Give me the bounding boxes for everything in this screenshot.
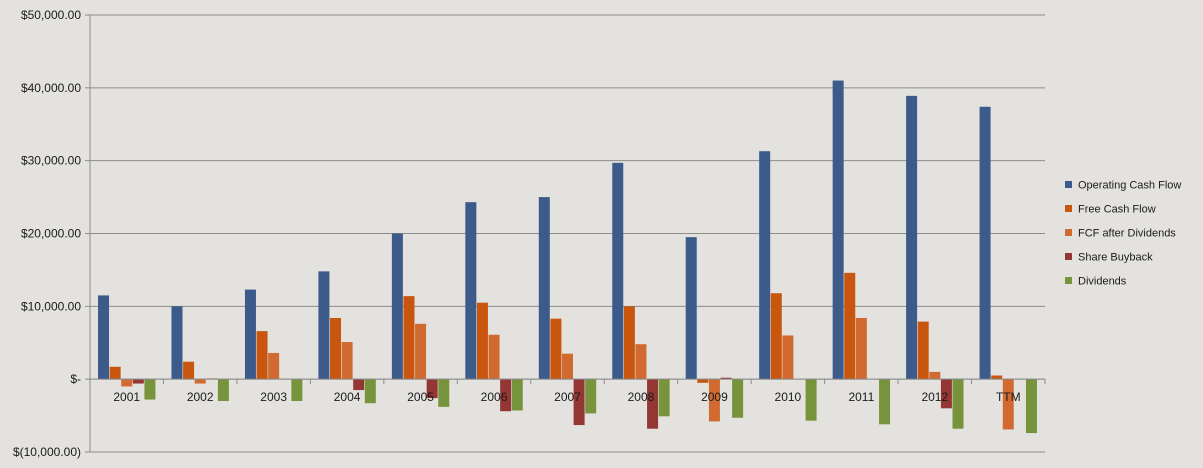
x-tick-label: 2006 bbox=[481, 390, 508, 404]
bar-operating-cash-flow-2007 bbox=[538, 197, 550, 380]
bar-dividends-2001 bbox=[144, 379, 156, 400]
x-tick-label: 2005 bbox=[407, 390, 434, 404]
bar-free-cash-flow-2012 bbox=[917, 321, 929, 380]
bar-fcf-after-dividends-2007 bbox=[562, 353, 573, 380]
bar-share-buyback-2007 bbox=[573, 379, 585, 426]
bar-operating-cash-flow-2009 bbox=[685, 237, 697, 380]
bar-free-cash-flow-2009 bbox=[697, 379, 709, 383]
x-tick-label: TTM bbox=[996, 390, 1021, 404]
bar-dividends-2009 bbox=[732, 379, 744, 418]
bar-operating-cash-flow-ttm bbox=[979, 106, 991, 380]
axes bbox=[85, 14, 1046, 453]
bar-free-cash-flow-2011 bbox=[844, 272, 856, 380]
bar-operating-cash-flow-2002 bbox=[171, 306, 183, 380]
y-tick-label: $40,000.00 bbox=[21, 81, 81, 95]
legend-swatch bbox=[1065, 181, 1072, 188]
bar-dividends-2005 bbox=[438, 379, 450, 407]
bar-free-cash-flow-2005 bbox=[403, 296, 415, 380]
legend-label: Free Cash Flow bbox=[1078, 204, 1156, 216]
bar-fcf-after-dividends-2001 bbox=[121, 379, 133, 387]
bar-fcf-after-dividends-2006 bbox=[488, 334, 500, 380]
bar-dividends-2007 bbox=[585, 379, 597, 414]
bar-operating-cash-flow-2004 bbox=[318, 271, 330, 380]
bar-share-buyback-2009 bbox=[720, 377, 732, 380]
bar-fcf-after-dividends-2005 bbox=[415, 323, 427, 380]
legend-label: Dividends bbox=[1078, 276, 1127, 288]
x-tick-label: 2003 bbox=[260, 390, 287, 404]
bar-operating-cash-flow-2010 bbox=[759, 151, 771, 380]
bar-dividends-2004 bbox=[364, 379, 376, 404]
gridlines bbox=[90, 14, 1045, 453]
legend-swatch bbox=[1065, 229, 1072, 236]
bar-free-cash-flow-2010 bbox=[770, 293, 782, 380]
bar-free-cash-flow-2001 bbox=[109, 366, 121, 380]
bar-free-cash-flow-2008 bbox=[623, 306, 635, 380]
x-tick-label: 2012 bbox=[921, 390, 948, 404]
legend-label: Operating Cash Flow bbox=[1078, 180, 1181, 192]
x-tick-label: 2004 bbox=[334, 390, 361, 404]
x-tick-label: 2010 bbox=[775, 390, 802, 404]
bar-free-cash-flow-ttm bbox=[991, 375, 1003, 380]
x-axis-tick-labels: 2001 2002 2003 2004 2005 2006 2007 2008 2009 2010… bbox=[113, 390, 1020, 404]
bar-fcf-after-dividends-2004 bbox=[341, 342, 353, 380]
bar-free-cash-flow-2003 bbox=[256, 331, 268, 380]
bar-dividends-2006 bbox=[511, 379, 523, 411]
x-tick-label: 2002 bbox=[187, 390, 214, 404]
legend-label: Share Buyback bbox=[1078, 252, 1153, 264]
legend: Operating Cash Flow Free Cash Flow FCF aft… bbox=[1065, 180, 1181, 288]
bars bbox=[98, 80, 1037, 434]
y-tick-label: $- bbox=[70, 372, 81, 386]
bar-fcf-after-dividends-2012 bbox=[929, 371, 941, 380]
bar-free-cash-flow-2007 bbox=[550, 318, 562, 380]
bar-share-buyback-2001 bbox=[132, 379, 144, 384]
y-tick-label: $30,000.00 bbox=[21, 154, 81, 168]
bar-dividends-2011 bbox=[879, 379, 891, 425]
bar-operating-cash-flow-2011 bbox=[832, 80, 844, 380]
bar-dividends-2010 bbox=[805, 379, 817, 421]
bar-operating-cash-flow-2012 bbox=[906, 95, 918, 380]
x-tick-label: 2001 bbox=[113, 390, 140, 404]
y-tick-label: $50,000.00 bbox=[21, 8, 81, 22]
bar-share-buyback-2005 bbox=[426, 379, 438, 399]
bar-operating-cash-flow-2005 bbox=[391, 233, 403, 380]
bar-operating-cash-flow-2003 bbox=[244, 289, 256, 380]
x-tick-label: 2008 bbox=[628, 390, 655, 404]
legend-swatch bbox=[1065, 253, 1072, 260]
y-tick-label: $20,000.00 bbox=[21, 227, 81, 241]
x-tick-label: 2007 bbox=[554, 390, 581, 404]
y-axis-tick-labels: $50,000.00 $40,000.00 $30,000.00 $20,000.00… bbox=[13, 8, 81, 459]
bar-free-cash-flow-2002 bbox=[183, 361, 195, 380]
bar-dividends-2008 bbox=[658, 379, 670, 417]
bar-fcf-after-dividends-2011 bbox=[855, 317, 867, 380]
legend-label: FCF after Dividends bbox=[1078, 228, 1176, 240]
legend-swatch bbox=[1065, 205, 1072, 212]
y-tick-label: $10,000.00 bbox=[21, 299, 81, 313]
bar-operating-cash-flow-2006 bbox=[465, 202, 477, 380]
bar-share-buyback-2004 bbox=[353, 379, 365, 391]
bar-fcf-after-dividends-2003 bbox=[268, 352, 280, 380]
bar-free-cash-flow-2004 bbox=[330, 317, 342, 380]
bar-share-buyback-2008 bbox=[647, 379, 659, 429]
x-tick-label: 2011 bbox=[848, 390, 874, 404]
bar-fcf-after-dividends-ttm bbox=[1002, 379, 1014, 430]
bar-fcf-after-dividends-2008 bbox=[635, 344, 647, 380]
bar-operating-cash-flow-2001 bbox=[98, 295, 110, 380]
x-tick-label: 2009 bbox=[701, 390, 728, 404]
bar-fcf-after-dividends-2009 bbox=[708, 379, 720, 422]
bar-share-buyback-2006 bbox=[500, 379, 512, 412]
bar-share-buyback-2012 bbox=[940, 379, 952, 409]
bar-free-cash-flow-2006 bbox=[476, 302, 488, 380]
bar-dividends-2002 bbox=[217, 379, 229, 402]
bar-dividends-ttm bbox=[1025, 379, 1037, 434]
legend-swatch bbox=[1065, 277, 1072, 284]
bar-fcf-after-dividends-2002 bbox=[194, 379, 206, 384]
y-tick-label: $(10,000.00) bbox=[13, 445, 81, 459]
bar-fcf-after-dividends-2010 bbox=[782, 335, 794, 380]
bar-dividends-2012 bbox=[952, 379, 964, 429]
bar-dividends-2003 bbox=[291, 379, 303, 402]
bar-operating-cash-flow-2008 bbox=[612, 162, 624, 380]
